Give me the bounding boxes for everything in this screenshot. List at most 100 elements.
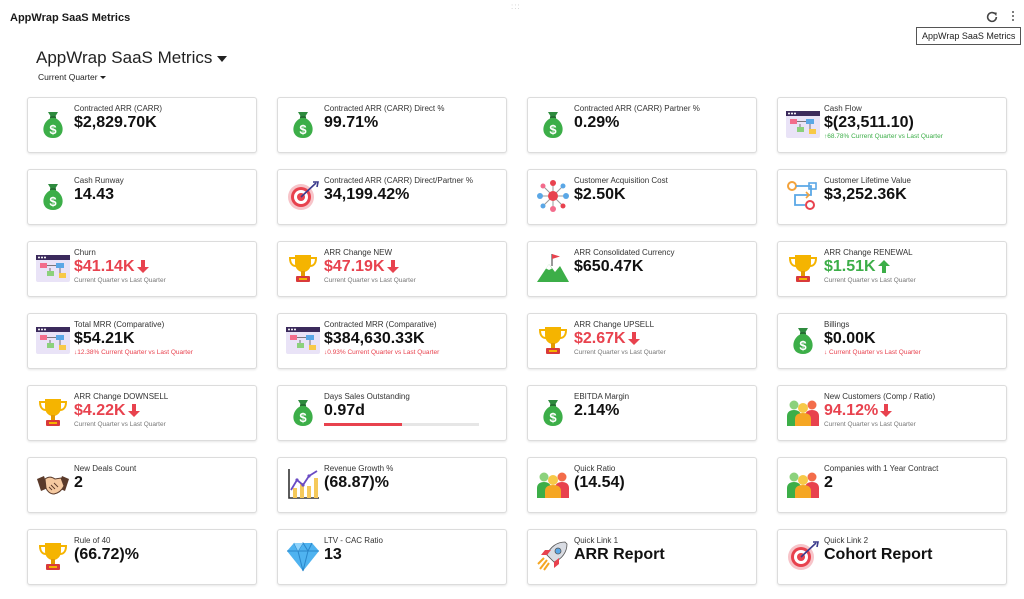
metric-value-text: $54.21K: [74, 330, 135, 347]
metric-value-text: $0.00K: [824, 330, 876, 347]
metric-card[interactable]: Contracted MRR (Comparative) $384,630.33K…: [277, 313, 507, 369]
metric-value: (66.72)%: [74, 545, 250, 565]
metric-card[interactable]: New Deals Count 2: [27, 457, 257, 513]
metric-card[interactable]: $ Contracted ARR (CARR) Direct % 99.71%: [277, 97, 507, 153]
more-options-icon[interactable]: [1011, 11, 1015, 25]
metric-value: 13: [324, 545, 500, 565]
metric-card[interactable]: Quick Ratio (14.54): [527, 457, 757, 513]
metric-card[interactable]: ARR Change DOWNSELL $4.22K Current Quarter…: [27, 385, 257, 441]
metric-card[interactable]: LTV - CAC Ratio 13: [277, 529, 507, 585]
money-bag-icon: $: [535, 394, 571, 430]
metric-card[interactable]: Companies with 1 Year Contract 2: [777, 457, 1007, 513]
metric-card[interactable]: $ Days Sales Outstanding 0.97d: [277, 385, 507, 441]
target-icon: [785, 538, 821, 574]
metric-card[interactable]: Contracted ARR (CARR) Direct/Partner % 34…: [277, 169, 507, 225]
growth-chart-icon: [285, 466, 321, 502]
metric-comparison: Current Quarter vs Last Quarter: [74, 277, 166, 284]
metric-value: $2.67K: [574, 329, 750, 349]
metric-value-text: 0.29%: [574, 114, 620, 131]
metric-card[interactable]: ARR Change NEW $47.19K Current Quarter vs …: [277, 241, 507, 297]
money-bag-icon: $: [285, 394, 321, 430]
metric-card-body: Quick Link 1 ARR Report: [574, 536, 750, 565]
metric-card-body: Quick Ratio (14.54): [574, 464, 750, 493]
metric-card[interactable]: $ Billings $0.00K ↓ Current Quarter vs Last…: [777, 313, 1007, 369]
flowchart-icon: [35, 322, 71, 358]
workflow-icon: [785, 178, 821, 214]
metric-card-body: Contracted ARR (CARR) Partner % 0.29%: [574, 104, 750, 133]
metric-value-text: $384,630.33K: [324, 330, 425, 347]
metric-value-text: (68.87)%: [324, 474, 389, 491]
metric-card[interactable]: New Customers (Comp / Ratio) 94.12% Curren…: [777, 385, 1007, 441]
dashboard-title: AppWrap SaaS Metrics: [36, 48, 213, 67]
metric-card[interactable]: ARR Change UPSELL $2.67K Current Quarter v…: [527, 313, 757, 369]
metric-card[interactable]: ARR Consolidated Currency $650.47K: [527, 241, 757, 297]
metric-value: ARR Report: [574, 545, 750, 565]
app-title: AppWrap SaaS Metrics: [10, 12, 131, 24]
metric-card[interactable]: Quick Link 1 ARR Report: [527, 529, 757, 585]
svg-text:$: $: [49, 122, 57, 137]
metric-card[interactable]: Total MRR (Comparative) $54.21K ↓12.38% Cu…: [27, 313, 257, 369]
metric-value-text: 99.71%: [324, 114, 379, 131]
metric-value: 0.97d: [324, 401, 500, 421]
metric-card[interactable]: Rule of 40 (66.72)%: [27, 529, 257, 585]
metric-card[interactable]: Cash Flow $(23,511.10) ↑68.78% Current Qua…: [777, 97, 1007, 153]
metric-card[interactable]: $ Contracted ARR (CARR) Partner % 0.29%: [527, 97, 757, 153]
metric-label: LTV - CAC Ratio: [324, 536, 383, 545]
money-bag-icon: $: [35, 178, 71, 214]
metric-value: 34,199.42%: [324, 185, 500, 205]
metric-value: (14.54): [574, 473, 750, 493]
metric-card-body: Days Sales Outstanding 0.97d: [324, 392, 500, 426]
metric-card[interactable]: ARR Change RENEWAL $1.51K Current Quarter …: [777, 241, 1007, 297]
metric-card[interactable]: Churn $41.14K Current Quarter vs Last Quar…: [27, 241, 257, 297]
metric-value-text: 2: [74, 474, 83, 491]
diamond-icon: [285, 538, 321, 574]
metric-value-text: Cohort Report: [824, 546, 933, 563]
metric-card[interactable]: $ Contracted ARR (CARR) $2,829.70K: [27, 97, 257, 153]
network-icon: [535, 178, 571, 214]
money-bag-icon: $: [785, 322, 821, 358]
metric-value-text: $1.51K: [824, 258, 876, 275]
period-dropdown[interactable]: Current Quarter: [38, 72, 106, 82]
flowchart-icon: [35, 250, 71, 286]
svg-text:$: $: [299, 410, 307, 425]
metric-value: $54.21K: [74, 329, 250, 349]
metric-value-text: (66.72)%: [74, 546, 139, 563]
metric-label: Quick Ratio: [574, 464, 616, 473]
metric-card-body: Companies with 1 Year Contract 2: [824, 464, 1000, 493]
metric-card-body: Contracted ARR (CARR) $2,829.70K: [74, 104, 250, 133]
flowchart-icon: [785, 106, 821, 142]
arrow-down-icon: [880, 404, 893, 418]
metric-value-text: 2.14%: [574, 402, 620, 419]
metric-label: New Customers (Comp / Ratio): [824, 392, 936, 401]
metric-label: ARR Consolidated Currency: [574, 248, 675, 257]
metric-card[interactable]: Customer Acquisition Cost $2.50K: [527, 169, 757, 225]
metric-card[interactable]: $ EBITDA Margin 2.14%: [527, 385, 757, 441]
metric-value: $2,829.70K: [74, 113, 250, 133]
metric-card[interactable]: Revenue Growth % (68.87)%: [277, 457, 507, 513]
metric-card[interactable]: $ Cash Runway 14.43: [27, 169, 257, 225]
metric-card[interactable]: Quick Link 2 Cohort Report: [777, 529, 1007, 585]
metric-value: 99.71%: [324, 113, 500, 133]
metric-value: $1.51K: [824, 257, 1000, 277]
metric-card[interactable]: Customer Lifetime Value $3,252.36K: [777, 169, 1007, 225]
svg-text:$: $: [299, 122, 307, 137]
metric-label: Days Sales Outstanding: [324, 392, 410, 401]
refresh-icon[interactable]: [985, 10, 999, 24]
metric-label: Quick Link 2: [824, 536, 869, 545]
metric-label: ARR Change DOWNSELL: [74, 392, 169, 401]
metric-label: Revenue Growth %: [324, 464, 394, 473]
rocket-icon: [535, 538, 571, 574]
metric-card-body: ARR Consolidated Currency $650.47K: [574, 248, 750, 277]
top-bar: AppWrap SaaS Metrics ::: AppWrap SaaS Me…: [0, 0, 1024, 45]
caret-down-icon: [217, 55, 228, 62]
trophy-icon: [285, 250, 321, 286]
handshake-icon: [35, 466, 71, 502]
metric-value: (68.87)%: [324, 473, 500, 493]
metric-label: Contracted MRR (Comparative): [324, 320, 437, 329]
metric-comparison: Current Quarter vs Last Quarter: [324, 277, 416, 284]
dashboard-title-dropdown[interactable]: AppWrap SaaS Metrics: [36, 48, 228, 68]
metric-value-text: $2.50K: [574, 186, 626, 203]
metric-value: 2.14%: [574, 401, 750, 421]
drag-handle-icon[interactable]: :::: [511, 2, 521, 11]
metric-value: 2: [824, 473, 1000, 493]
